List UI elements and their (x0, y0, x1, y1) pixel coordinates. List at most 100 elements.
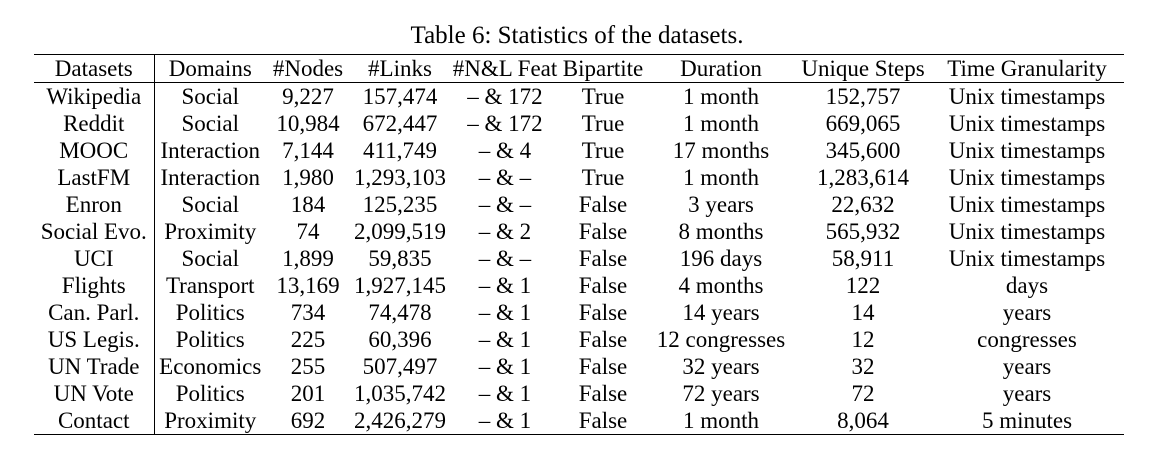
dataset-name-cell: UCI (34, 245, 155, 272)
table-row: Contact Proximity 692 2,426,279 – & 1 False 1 … (34, 407, 1124, 435)
table-cell: – & 1 (478, 408, 532, 433)
table-cell: – & 1 (478, 273, 532, 298)
table-row: Wikipedia Social 9,227 157,474 – & 172 True 1 … (34, 82, 1124, 110)
table-cell: Proximity (164, 219, 257, 244)
table-cell: 1,293,103 (354, 165, 446, 190)
table-cell: False (578, 354, 628, 379)
table-cell: – & 1 (478, 327, 532, 352)
table-cell: Economics (159, 354, 262, 379)
table-cell: 122 (845, 273, 881, 298)
table-cell: 32 (851, 354, 875, 379)
table-cell: 1,035,742 (354, 381, 446, 406)
dataset-name-cell: UN Vote (34, 380, 155, 407)
table-row: US Legis. Politics 225 60,396 – & 1 False 12 c… (34, 326, 1124, 353)
table-cell: 225 (290, 327, 326, 352)
table-cell: years (1002, 381, 1052, 406)
table-row: LastFM Interaction 1,980 1,293,103 – & – True… (34, 164, 1124, 191)
table-cell: False (578, 300, 628, 325)
dataset-name-cell: Can. Parl. (34, 299, 155, 326)
table-cell: 1 month (682, 111, 760, 136)
table-cell: 8,064 (837, 408, 889, 433)
table-cell: 734 (290, 300, 326, 325)
table-cell: 692 (290, 408, 326, 433)
column-header: Bipartite (562, 56, 644, 81)
table-cell: 669,065 (825, 111, 901, 136)
table-cell: 14 years (682, 300, 760, 325)
dataset-name-cell: Enron (34, 191, 155, 218)
column-header: Time Granularity (947, 56, 1107, 81)
table-cell: 12 (851, 327, 875, 352)
column-header: #Nodes (272, 56, 344, 81)
table-cell: Unix timestamps (948, 192, 1106, 217)
table-cell: Interaction (160, 165, 261, 190)
table-cell: Social (181, 246, 240, 271)
datasets-table: Datasets Domains #Nodes #Links #N&L Feat… (34, 54, 1124, 435)
table-row: MOOC Interaction 7,144 411,749 – & 4 True 17 m… (34, 137, 1124, 164)
table-cell: years (1002, 300, 1052, 325)
dataset-name-cell: LastFM (34, 164, 155, 191)
table-cell: 12 congresses (656, 327, 786, 352)
table-cell: 10,984 (276, 111, 340, 136)
table-body: Wikipedia Social 9,227 157,474– & 172 True 1 … (34, 82, 1124, 435)
table-cell: days (1005, 273, 1049, 298)
table-cell: 1 month (682, 165, 760, 190)
table-cell: False (578, 273, 628, 298)
dataset-name-cell: Wikipedia (34, 82, 155, 110)
table-cell: 13,169 (276, 273, 340, 298)
table-cell: Politics (175, 300, 245, 325)
table-cell: 74,478 (368, 300, 432, 325)
table-cell: True (581, 111, 625, 136)
column-header: Unique Steps (801, 56, 925, 81)
table-cell: Unix timestamps (948, 84, 1106, 109)
table-cell: False (578, 381, 628, 406)
table-cell: 1,980 (282, 165, 334, 190)
table-cell: 1 month (682, 84, 760, 109)
table-cell: Social (181, 192, 240, 217)
dataset-name-cell: Contact (34, 407, 155, 435)
table-cell: congresses (977, 327, 1077, 352)
table-cell: 1,899 (282, 246, 334, 271)
table-cell: 125,235 (362, 192, 438, 217)
table-cell: True (581, 84, 625, 109)
dataset-name-cell: Reddit (34, 110, 155, 137)
table-cell: Unix timestamps (948, 219, 1106, 244)
table-cell: True (581, 165, 625, 190)
table-cell: – & 1 (478, 354, 532, 379)
table-cell: Transport (165, 273, 255, 298)
table-cell: Politics (175, 327, 245, 352)
table-cell: – & 1 (478, 300, 532, 325)
table-cell: 9,227 (282, 84, 334, 109)
table-cell: 345,600 (825, 138, 901, 163)
table-cell: – & – (478, 246, 532, 271)
table-cell: 3 years (688, 192, 754, 217)
dataset-name-cell: Flights (34, 272, 155, 299)
table-cell: 565,932 (825, 219, 901, 244)
dataset-name-cell: Social Evo. (34, 218, 155, 245)
table-row: UN Trade Economics 255 507,497 – & 1 False 32 … (34, 353, 1124, 380)
table-cell: 201 (290, 381, 326, 406)
table-cell: 255 (290, 354, 326, 379)
table-row: Enron Social 184 125,235 – & – False 3 years 22… (34, 191, 1124, 218)
table-cell: 17 months (672, 138, 770, 163)
table-cell: 184 (290, 192, 326, 217)
column-header: Domains (168, 56, 252, 81)
column-header: #N&L Feat (452, 56, 558, 81)
table-cell: 1,927,145 (354, 273, 446, 298)
table-cell: 7,144 (282, 138, 334, 163)
table-cell: 411,749 (363, 138, 437, 163)
column-header: Duration (680, 56, 762, 81)
table-cell: Unix timestamps (948, 138, 1106, 163)
table-cell: – & – (478, 165, 532, 190)
table-row: Flights Transport 13,169 1,927,145 – & 1 Fals… (34, 272, 1124, 299)
table-cell: – & 172 (467, 111, 543, 136)
table-cell: 60,396 (368, 327, 432, 352)
table-cell: False (578, 327, 628, 352)
table-cell: 1,283,614 (817, 165, 909, 190)
table-cell: – & 1 (478, 381, 532, 406)
table-cell: Unix timestamps (948, 111, 1106, 136)
table-cell: Unix timestamps (948, 246, 1106, 271)
table-row: Reddit Social 10,984 672,447 – & 172 True 1 mo… (34, 110, 1124, 137)
table-cell: – & 4 (478, 138, 532, 163)
table-cell: Social (181, 84, 240, 109)
